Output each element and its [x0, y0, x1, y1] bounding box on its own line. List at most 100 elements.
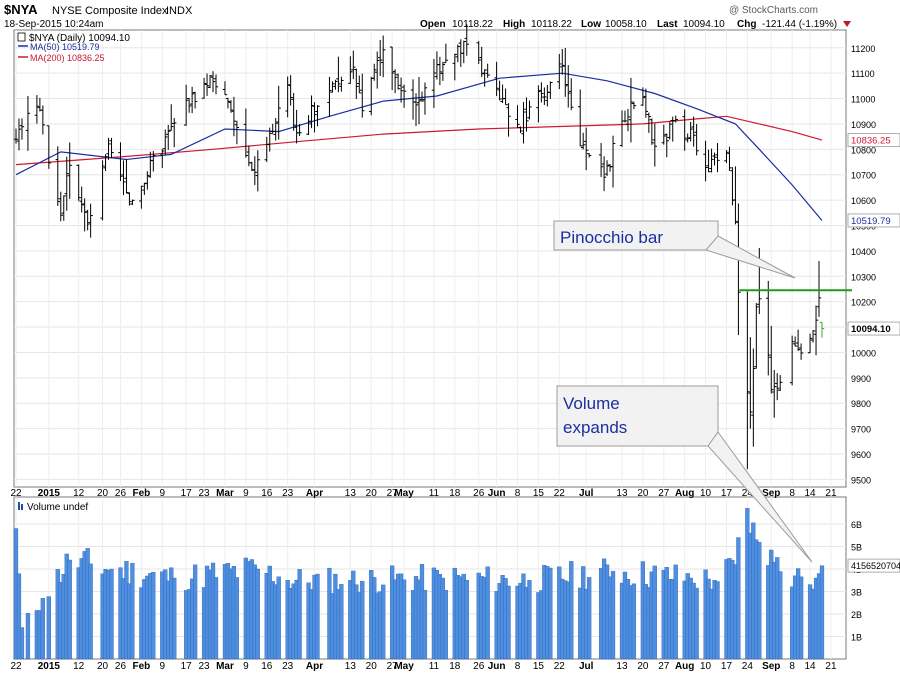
index-name: NYSE Composite Index	[52, 5, 168, 17]
date-tick-label: 27	[387, 488, 399, 499]
volume-bar	[757, 542, 762, 660]
ma50-line	[15, 72, 823, 221]
ohlc-bar	[578, 89, 583, 147]
volume-bar	[631, 583, 637, 660]
ohlc-bar	[79, 186, 84, 213]
volume-bar	[213, 577, 219, 660]
ohlc-bar	[766, 280, 771, 376]
volume-bar	[193, 564, 198, 660]
volume-bar	[40, 598, 45, 660]
volume-legend-icon-bar	[21, 504, 23, 510]
price-legend: $NYA (Daily) 10094.10 MA(50) 10519.79 MA…	[17, 32, 130, 63]
date-tick-label: 17	[181, 661, 193, 672]
ohlc-bar	[560, 49, 565, 75]
date-tick-label: 27	[658, 488, 670, 499]
ohlc-bar	[583, 127, 589, 171]
ohlc-bar	[357, 75, 362, 94]
legend-ma50: MA(50) 10519.79	[30, 42, 100, 52]
ohlc-bar	[479, 46, 484, 78]
ohlc-bar	[380, 35, 386, 78]
ohlc-bar	[775, 373, 780, 401]
ohlc-bar	[82, 198, 87, 232]
ohlc-bar	[539, 82, 544, 103]
ohlc-bar	[401, 84, 407, 108]
date-tick-label: Mar	[216, 488, 234, 499]
ohlc-bar	[19, 118, 25, 140]
ohlc-bar	[798, 343, 804, 360]
ohlc-bar	[34, 95, 40, 124]
ohlc-bar	[228, 100, 234, 113]
ohlc-bar	[46, 125, 52, 169]
ohlc-bar	[204, 73, 210, 96]
volume-bar	[798, 576, 804, 660]
date-tick-label: 9	[243, 661, 249, 672]
ohlc-bar	[542, 87, 547, 105]
ohlc-bar	[372, 63, 377, 81]
volume-bar	[276, 576, 281, 660]
date-tick-label: 10	[700, 488, 712, 499]
date-tick-label: Sep	[762, 488, 780, 499]
date-tick-label: 17	[181, 488, 193, 499]
ohlc-bar	[688, 121, 693, 142]
price-tag-box	[847, 321, 900, 336]
ohlc-bar	[243, 108, 249, 158]
ohlc-bar	[640, 87, 646, 106]
ohlc-bar	[819, 321, 825, 338]
ohlc-bar	[231, 96, 237, 137]
date-tick-label: 20	[97, 661, 109, 672]
ohlc-bar	[118, 142, 123, 182]
date-tick-label: 11	[429, 661, 440, 672]
ohlc-bar	[724, 149, 729, 163]
ohlc-bar	[476, 41, 481, 64]
volume-callout-pointer	[707, 431, 813, 563]
ohlc-bar	[494, 61, 499, 97]
date-tick-label: 24	[742, 488, 754, 499]
ohlc-bar	[166, 124, 171, 150]
volume-bars	[13, 508, 825, 660]
price-tick-label: 11200	[851, 44, 875, 54]
ohlc-bar	[348, 56, 353, 84]
ohlc-bar	[85, 209, 90, 231]
ohlc-bar	[330, 81, 335, 93]
volume-bar	[610, 571, 616, 660]
date-tick-label: 20	[637, 488, 649, 499]
volume-tick-label: 1B	[851, 633, 862, 643]
volume-bar	[67, 559, 72, 660]
ohlc-bar	[667, 121, 672, 140]
price-tick-label: 10600	[851, 196, 876, 206]
volume-bar	[234, 577, 240, 660]
ohlc-bar	[151, 151, 156, 172]
volume-bar	[673, 564, 678, 660]
ohlc-bar	[61, 195, 66, 221]
ohlc-bar	[703, 140, 708, 182]
date-tick-label: 22	[10, 488, 22, 499]
ohlc-bar	[210, 71, 216, 93]
date-tick-label: 2015	[38, 488, 61, 499]
low-label: Low	[581, 19, 601, 30]
ohlc-bar	[375, 51, 380, 89]
ohlc-bar	[628, 77, 634, 143]
legend-ma200: MA(200) 10836.25	[30, 53, 105, 63]
date-tick-label: Feb	[132, 661, 150, 672]
ohlc-bar	[772, 369, 777, 418]
date-tick-label: 16	[261, 661, 273, 672]
ohlc-bar	[518, 126, 523, 134]
ohlc-bar	[673, 115, 678, 123]
date-tick-label: 15	[533, 488, 545, 499]
price-value-tags: 10836.25 10519.79 10094.10 4156520704	[847, 133, 900, 573]
date-tick-label: 11	[429, 488, 440, 499]
ohlc-bar	[55, 146, 60, 206]
date-axis-labels-upper: 22 2015 12 20 26 Feb 9 17 23 Mar 9 16 23 Apr 13 20 27May…	[10, 488, 837, 499]
ohlc-bar	[440, 61, 446, 81]
volume-tick-label: 6B	[851, 520, 862, 530]
date-tick-label: 10	[700, 661, 712, 672]
volume-bar	[506, 585, 511, 660]
ohlc-bar	[631, 101, 637, 110]
ohlc-bar	[309, 95, 314, 129]
ohlc-bar	[130, 199, 135, 206]
price-tick-label: 10900	[851, 120, 876, 130]
ohlc-bar	[685, 133, 690, 143]
ohlc-bar	[360, 73, 365, 118]
price-tick-label: 9700	[851, 425, 871, 435]
